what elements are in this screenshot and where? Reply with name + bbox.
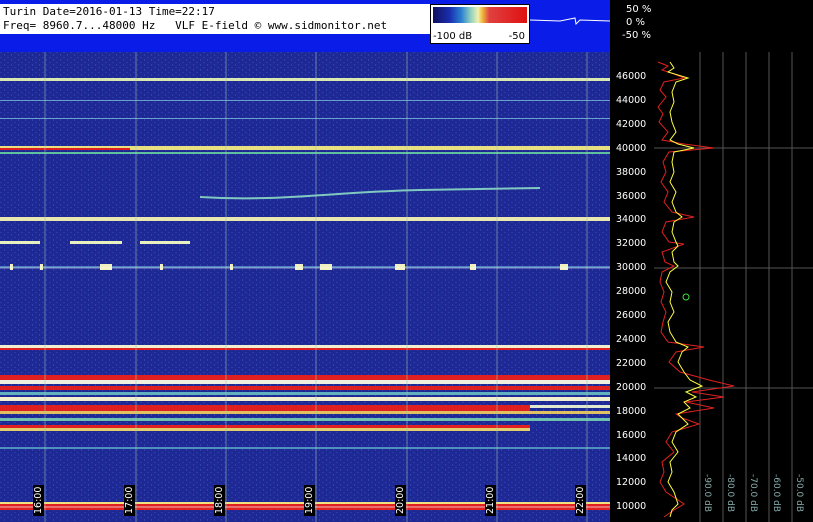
db-tick-label: -60.0 dB: [771, 474, 781, 513]
frequency-tick-label: 14000: [616, 453, 647, 465]
info-panel: Turin Date=2016-01-13 Time=22:17 Freq= 8…: [0, 4, 430, 34]
time-tick-label: 18:00: [214, 484, 225, 516]
frequency-tick-label: 34000: [616, 214, 647, 226]
color-scale-legend: -100 dB -50: [430, 4, 530, 44]
db-tick-label: -90.0 dB: [702, 474, 712, 513]
time-tick-label: 17:00: [124, 484, 135, 516]
frequency-tick-label: 16000: [616, 429, 647, 441]
frequency-tick-label: 18000: [616, 405, 647, 417]
spectrogram: [0, 52, 610, 522]
header-bar: Turin Date=2016-01-13 Time=22:17 Freq= 8…: [0, 0, 610, 52]
db-tick-label: -80.0 dB: [725, 474, 735, 513]
frequency-tick-label: 38000: [616, 166, 647, 178]
station-date-time: Turin Date=2016-01-13 Time=22:17: [3, 5, 215, 18]
time-tick-label: 20:00: [395, 484, 406, 516]
time-tick-label: 16:00: [33, 484, 44, 516]
time-tick-label: 21:00: [485, 484, 496, 516]
color-scale-max: -50: [508, 31, 525, 42]
db-tick-label: -50.0 dB: [794, 474, 804, 513]
frequency-tick-label: 22000: [616, 357, 647, 369]
frequency-tick-label: 44000: [616, 94, 647, 106]
percent-label-bottom: -50 %: [622, 30, 652, 41]
frequency-tick-label: 20000: [616, 381, 647, 393]
percent-label-mid: 0 %: [626, 17, 646, 28]
frequency-tick-label: 36000: [616, 190, 647, 202]
frequency-tick-label: 32000: [616, 238, 647, 250]
time-tick-label: 19:00: [304, 484, 315, 516]
percent-label-top: 50 %: [626, 4, 652, 15]
frequency-tick-label: 24000: [616, 333, 647, 345]
frequency-tick-label: 10000: [616, 501, 647, 513]
frequency-tick-label: 42000: [616, 118, 647, 130]
frequency-axis: [610, 52, 654, 522]
db-tick-label: -70.0 dB: [748, 474, 758, 513]
frequency-range: Freq= 8960.7...48000 Hz VLF E-field © ww…: [3, 19, 388, 32]
frequency-tick-label: 12000: [616, 477, 647, 489]
spectrum-plot: [654, 52, 813, 522]
color-gradient: [433, 7, 527, 23]
color-scale-min: -100 dB: [433, 31, 473, 42]
time-tick-label: 22:00: [575, 484, 586, 516]
frequency-tick-label: 46000: [616, 71, 647, 82]
frequency-tick-label: 30000: [616, 262, 647, 274]
frequency-tick-label: 40000: [616, 142, 647, 154]
frequency-tick-label: 26000: [616, 310, 647, 321]
frequency-tick-label: 28000: [616, 286, 647, 298]
